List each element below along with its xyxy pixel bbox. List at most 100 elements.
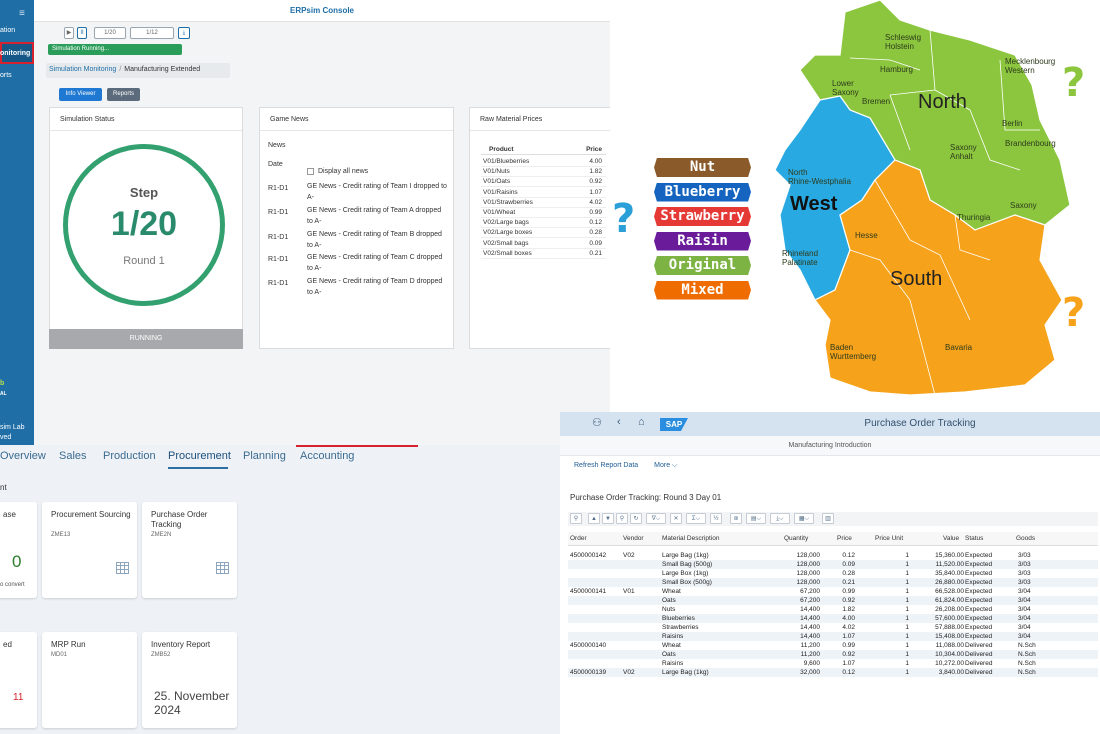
table-row[interactable]: Large Box (1kg) 128,000 0.28 1 35,840.00 Expe… xyxy=(568,569,1098,578)
cell-qty: 14,400 xyxy=(800,633,820,640)
active-tab-indicator xyxy=(168,467,228,469)
sort-ascending-icon[interactable]: ▲ xyxy=(588,513,600,524)
sidebar-item-monitoring[interactable]: onitoring xyxy=(0,50,31,57)
cell-qty: 128,000 xyxy=(796,570,821,577)
news-label: News xyxy=(268,142,286,149)
breadcrumb-link[interactable]: Simulation Monitoring xyxy=(49,66,117,73)
card-divider xyxy=(470,130,610,131)
col-goods[interactable]: Goods xyxy=(1016,535,1036,542)
menu-icon[interactable]: ≡ xyxy=(19,8,25,19)
sidebar-footer-reserved: ved xyxy=(0,434,12,441)
table-row[interactable]: Nuts 14,400 1.82 1 26,208.00 Expected 3/04 xyxy=(568,605,1098,614)
cell-unit: 1 xyxy=(905,642,909,649)
info-viewer-button[interactable]: Info Viewer xyxy=(59,88,102,101)
cell-value: 61,824.00 xyxy=(935,597,964,604)
sidebar-item-reports[interactable]: orts xyxy=(0,72,12,79)
state-label: Hamburg xyxy=(880,65,913,74)
sidebar-item-simulation[interactable]: ation xyxy=(0,27,16,34)
find-icon[interactable]: ⚲ xyxy=(616,513,628,524)
table-row[interactable]: Small Box (500g) 128,000 0.21 1 26,880.00 Exp… xyxy=(568,578,1098,587)
col-material[interactable]: Material Description xyxy=(662,535,720,542)
news-item: GE News - Credit rating of Team D droppe… xyxy=(307,278,443,296)
clear-filter-icon[interactable]: ✕ xyxy=(670,513,682,524)
cell-goods: N.Sch xyxy=(1018,660,1036,667)
refresh-report-button[interactable]: Refresh Report Data xyxy=(574,462,639,469)
table-row[interactable]: Strawberries 14,400 4.02 1 57,888.00 Expected… xyxy=(568,623,1098,632)
tab-procurement[interactable]: Procurement xyxy=(168,450,231,462)
details-icon[interactable]: ▥ xyxy=(822,513,834,524)
step-input[interactable]: 1/20 xyxy=(94,27,126,39)
tab-sales[interactable]: Sales xyxy=(59,450,87,462)
cell-status: Delivered xyxy=(965,669,993,676)
cell-order: 4500000141 xyxy=(570,588,607,595)
table-row[interactable]: Oats 11,200 0.92 1 10,304.00 Delivered N.Sch xyxy=(568,650,1098,659)
tile-planned[interactable]: ed 11 xyxy=(0,632,37,728)
cell-qty: 128,000 xyxy=(796,552,821,559)
col-order[interactable]: Order xyxy=(570,535,587,542)
price-row: V02/Small bags 0.09 xyxy=(481,239,606,249)
col-price-unit[interactable]: Price Unit xyxy=(875,535,904,542)
tile-title: ase xyxy=(3,510,16,519)
cell-order: 4500000142 xyxy=(570,552,607,559)
play-button[interactable]: ▶ xyxy=(64,27,74,39)
report-heading: Purchase Order Tracking: Round 3 Day 01 xyxy=(570,493,722,502)
print-icon[interactable]: ⊛ xyxy=(730,513,742,524)
layout-icon[interactable]: ▤⌵ xyxy=(746,513,766,524)
back-icon[interactable]: ‹ xyxy=(617,416,621,428)
pause-button[interactable]: II xyxy=(77,27,87,39)
cell-price: 0.21 xyxy=(842,579,855,586)
table-row[interactable]: Oats 67,200 0.92 1 61,824.00 Expected 3/04 xyxy=(568,596,1098,605)
state-label: Brandenbourg xyxy=(1005,139,1056,148)
table-row[interactable]: Raisins 9,600 1.07 1 10,272.00 Delivered N.Sch xyxy=(568,659,1098,668)
price-value: 0.12 xyxy=(589,219,602,227)
sidebar-item-monitoring-active[interactable] xyxy=(0,42,34,64)
table-row[interactable]: 4500000142 V02 Large Bag (1kg) 128,000 0.12 1… xyxy=(568,551,1098,560)
news-item: GE News - Credit rating of Team C droppe… xyxy=(307,254,443,272)
round-input[interactable]: 1/12 xyxy=(130,27,174,39)
price-product: V01/Wheat xyxy=(483,209,516,216)
cell-goods: 3/03 xyxy=(1018,570,1031,577)
download-icon[interactable]: ⤓ xyxy=(178,27,190,39)
table-row[interactable]: 4500000139 V02 Large Bag (1kg) 32,000 0.12 1 3… xyxy=(568,668,1098,677)
cell-status: Delivered xyxy=(965,642,993,649)
col-value[interactable]: Value xyxy=(943,535,960,542)
cell-value: 3,840.00 xyxy=(938,669,964,676)
price-row: V01/Strawberries 4.02 xyxy=(481,198,606,208)
more-menu-button[interactable]: More ⌵ xyxy=(654,462,678,469)
search-icon[interactable]: ⚲ xyxy=(570,513,582,524)
tile-purchase-order-tracking[interactable]: Purchase Order Tracking ZME2N xyxy=(142,502,237,598)
tile-purchase[interactable]: ase 0 o convert xyxy=(0,502,37,598)
col-quantity[interactable]: Quantity xyxy=(784,535,809,542)
col-vendor[interactable]: Vendor xyxy=(623,535,644,542)
sap-logo[interactable]: SAP xyxy=(660,418,688,431)
tile-kpi-value: 11 xyxy=(13,692,24,703)
cell-order: 4500000139 xyxy=(570,669,607,676)
find-next-icon[interactable]: ↻ xyxy=(630,513,642,524)
subtotal-icon[interactable]: ½ xyxy=(710,513,722,524)
cell-status: Expected xyxy=(965,561,993,568)
tile-title: Inventory Report xyxy=(151,640,211,649)
table-row[interactable]: 4500000141 V01 Wheat 67,200 0.99 1 66,528.00 Ex… xyxy=(568,587,1098,596)
tab-production[interactable]: Production xyxy=(103,450,156,462)
table-row[interactable]: Blueberries 14,400 4.00 1 57,600.00 Expected 3… xyxy=(568,614,1098,623)
tab-planning[interactable]: Planning xyxy=(243,450,286,462)
home-icon[interactable]: ⌂ xyxy=(638,416,645,428)
col-price[interactable]: Price xyxy=(837,535,852,542)
table-row[interactable]: 4500000140 Wheat 11,200 0.99 1 11,088.00 Deliv… xyxy=(568,641,1098,650)
reports-button[interactable]: Reports xyxy=(107,88,140,101)
sum-icon[interactable]: Σ⌵ xyxy=(686,513,706,524)
tile-inventory-report[interactable]: Inventory Report ZMB52 25. November 2024 xyxy=(142,632,237,728)
table-row[interactable]: Raisins 14,400 1.07 1 15,408.00 Expected 3/04 xyxy=(568,632,1098,641)
col-status[interactable]: Status xyxy=(965,535,984,542)
tile-mrp-run[interactable]: MRP Run MD01 xyxy=(42,632,137,728)
filter-icon[interactable]: ∇⌵ xyxy=(646,513,666,524)
export-icon[interactable]: ⤓⌵ xyxy=(770,513,790,524)
tab-overview[interactable]: Overview xyxy=(0,450,46,462)
display-all-checkbox[interactable] xyxy=(307,168,314,175)
sort-descending-icon[interactable]: ▼ xyxy=(602,513,614,524)
views-icon[interactable]: ▦⌵ xyxy=(794,513,814,524)
user-icon[interactable]: ⚇ xyxy=(592,417,602,429)
tile-procurement-sourcing[interactable]: Procurement Sourcing ZME13 xyxy=(42,502,137,598)
tab-accounting[interactable]: Accounting xyxy=(300,450,355,462)
table-row[interactable]: Small Bag (500g) 128,000 0.09 1 11,520.00 Exp… xyxy=(568,560,1098,569)
